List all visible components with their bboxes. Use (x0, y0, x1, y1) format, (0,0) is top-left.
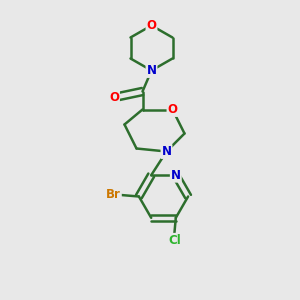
Text: O: O (146, 19, 157, 32)
Text: Br: Br (106, 188, 121, 202)
Text: O: O (109, 91, 119, 104)
Text: N: N (161, 145, 172, 158)
Text: N: N (171, 169, 181, 182)
Text: O: O (167, 103, 178, 116)
Text: Cl: Cl (168, 234, 181, 247)
Text: N: N (146, 64, 157, 77)
